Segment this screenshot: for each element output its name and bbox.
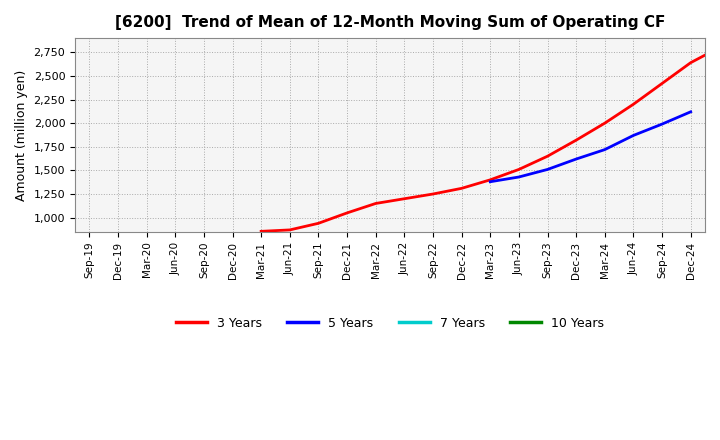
Title: [6200]  Trend of Mean of 12-Month Moving Sum of Operating CF: [6200] Trend of Mean of 12-Month Moving … (114, 15, 665, 30)
3 Years (658, 81, 667, 86)
5 Years (486, 179, 495, 184)
Y-axis label: Amount (million yen): Amount (million yen) (15, 70, 28, 201)
3 Years (343, 210, 351, 216)
3 Years (543, 154, 552, 159)
5 Years (686, 109, 695, 114)
3 Years (257, 229, 266, 234)
5 Years (658, 121, 667, 127)
3 Years (715, 45, 720, 50)
Legend: 3 Years, 5 Years, 7 Years, 10 Years: 3 Years, 5 Years, 7 Years, 10 Years (171, 312, 609, 335)
3 Years (629, 102, 638, 107)
5 Years (515, 174, 523, 180)
3 Years (572, 138, 580, 143)
5 Years (629, 133, 638, 138)
5 Years (600, 147, 609, 152)
3 Years (486, 177, 495, 183)
3 Years (686, 60, 695, 65)
3 Years (285, 227, 294, 233)
3 Years (372, 201, 380, 206)
5 Years (543, 167, 552, 172)
3 Years (314, 221, 323, 226)
3 Years (457, 186, 466, 191)
3 Years (428, 191, 437, 197)
Line: 3 Years: 3 Years (261, 48, 719, 231)
3 Years (400, 196, 409, 202)
3 Years (515, 167, 523, 172)
3 Years (600, 121, 609, 126)
5 Years (572, 156, 580, 161)
Line: 5 Years: 5 Years (490, 112, 690, 182)
